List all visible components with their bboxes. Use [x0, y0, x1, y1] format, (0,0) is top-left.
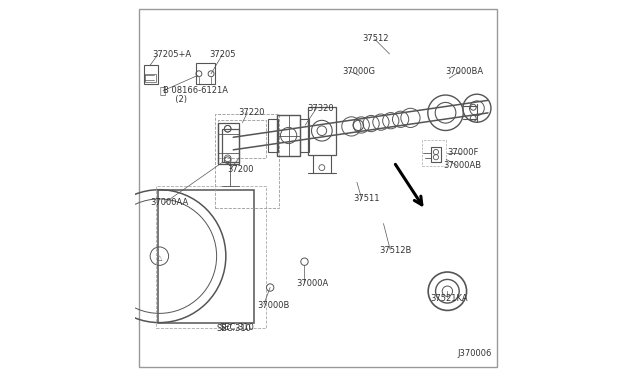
Bar [308, 107, 336, 155]
Text: 37000AA: 37000AA [150, 198, 188, 207]
Bar [218, 123, 239, 164]
Text: 37320: 37320 [307, 104, 333, 113]
Text: Ⓑ: Ⓑ [159, 85, 166, 95]
Bar [145, 74, 156, 82]
Text: 37000A: 37000A [296, 279, 328, 288]
Bar [422, 140, 445, 166]
Text: (2): (2) [170, 95, 188, 104]
Bar [157, 190, 253, 323]
Text: SEC.310: SEC.310 [220, 323, 255, 331]
Text: SEC.310: SEC.310 [216, 324, 252, 333]
Bar [196, 63, 215, 84]
Bar [300, 119, 309, 152]
Bar [218, 119, 266, 158]
Bar [277, 115, 300, 156]
Text: B 08166-6121A: B 08166-6121A [163, 86, 228, 94]
Bar [222, 129, 239, 162]
Text: 37205+A: 37205+A [152, 51, 191, 60]
Text: 37511: 37511 [353, 195, 380, 203]
Text: 37000B: 37000B [257, 301, 290, 311]
Bar [156, 186, 266, 328]
Text: J370006: J370006 [458, 349, 492, 358]
Text: △: △ [157, 255, 162, 261]
Bar [431, 147, 441, 162]
Bar [143, 65, 157, 84]
Text: 37512: 37512 [362, 34, 389, 43]
Text: 37521KA: 37521KA [431, 294, 468, 303]
Text: 37220: 37220 [239, 108, 265, 117]
Text: 37000BA: 37000BA [445, 67, 484, 76]
Text: 37000G: 37000G [342, 67, 375, 76]
Text: 37000AB: 37000AB [444, 161, 482, 170]
Bar [268, 119, 278, 152]
Bar [215, 114, 280, 208]
Text: 37200: 37200 [227, 165, 253, 174]
Text: 37205: 37205 [209, 51, 236, 60]
Text: 37000F: 37000F [447, 148, 479, 157]
Text: 37512B: 37512B [379, 246, 412, 255]
